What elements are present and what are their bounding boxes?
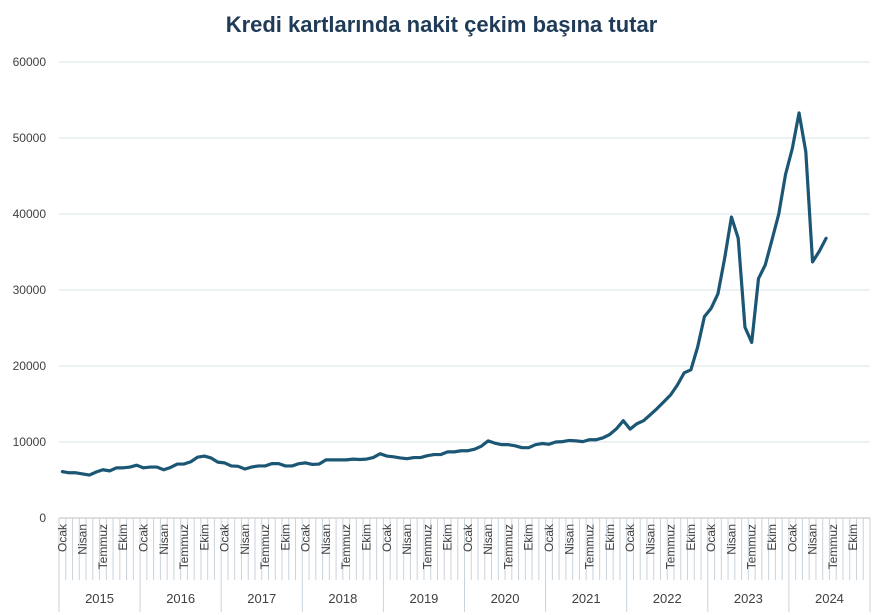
x-tick-label: Temmuz (826, 524, 840, 569)
x-tick-label: Ekim (765, 524, 779, 551)
x-tick-label: Ocak (623, 523, 637, 552)
x-tick-label: Ocak (704, 523, 718, 552)
y-tick-label: 10000 (13, 435, 47, 449)
x-tick-label: Nisan (643, 524, 657, 555)
series-layer (60, 111, 828, 477)
x-tick-label: Ocak (380, 523, 394, 552)
x-tick-label: Ekim (278, 524, 292, 551)
y-tick-label: 50000 (13, 131, 47, 145)
x-tick-label: Ekim (116, 524, 130, 551)
year-label: 2017 (247, 591, 276, 606)
x-tick-label: Nisan (400, 524, 414, 555)
x-tick-label: Ekim (197, 524, 211, 551)
x-tick-label: Ocak (785, 523, 799, 552)
x-tick-label: Temmuz (583, 524, 597, 569)
x-tick-label: Nisan (238, 524, 252, 555)
y-tick-label: 0 (39, 511, 46, 525)
x-tick-label: Ekim (603, 524, 617, 551)
x-tick-label: Nisan (806, 524, 820, 555)
x-tick-label: Temmuz (420, 524, 434, 569)
x-tick-label: Temmuz (745, 524, 759, 569)
x-tick-label: Temmuz (664, 524, 678, 569)
y-axis-ticks: 0 10000 20000 30000 40000 50000 60000 (13, 55, 47, 525)
x-tick-label: Ocak (542, 523, 556, 552)
x-tick-label: Nisan (76, 524, 90, 555)
x-tick-label: Temmuz (177, 524, 191, 569)
y-tick-label: 20000 (13, 359, 47, 373)
year-label: 2023 (734, 591, 763, 606)
x-axis: Ocak Nisan Temmuz Ekim Ocak Nisan Temmuz Ekim Oc… (55, 518, 871, 612)
x-tick-label: Ekim (360, 524, 374, 551)
x-tick-label: Nisan (724, 524, 738, 555)
x-tick-label: Ocak (299, 523, 313, 552)
year-label: 2018 (328, 591, 357, 606)
year-label: 2022 (653, 591, 682, 606)
x-tick-label: Ocak (136, 523, 150, 552)
x-tick-label: Temmuz (339, 524, 353, 569)
x-tick-label: Ocak (218, 523, 232, 552)
series-line (60, 111, 828, 477)
x-tick-label: Nisan (319, 524, 333, 555)
x-tick-label: Temmuz (258, 524, 272, 569)
chart-title: Kredi kartlarında nakit çekim başına tut… (225, 12, 658, 37)
year-label: 2016 (166, 591, 195, 606)
x-tick-label: Ocak (55, 523, 69, 552)
year-label: 2015 (85, 591, 114, 606)
x-tick-label: Ekim (846, 524, 860, 551)
x-tick-label: Temmuz (96, 524, 110, 569)
x-tick-label: Nisan (481, 524, 495, 555)
x-tick-label: Ekim (441, 524, 455, 551)
x-tick-label: Temmuz (501, 524, 515, 569)
x-tick-label: Nisan (562, 524, 576, 555)
x-tick-label: Ekim (684, 524, 698, 551)
y-tick-label: 30000 (13, 283, 47, 297)
year-label: 2019 (409, 591, 438, 606)
year-label: 2020 (491, 591, 520, 606)
year-label: 2021 (572, 591, 601, 606)
y-tick-label: 40000 (13, 207, 47, 221)
y-tick-label: 60000 (13, 55, 47, 69)
x-tick-label: Ekim (522, 524, 536, 551)
x-tick-label: Nisan (157, 524, 171, 555)
year-label: 2024 (815, 591, 844, 606)
x-tick-label: Ocak (461, 523, 475, 552)
